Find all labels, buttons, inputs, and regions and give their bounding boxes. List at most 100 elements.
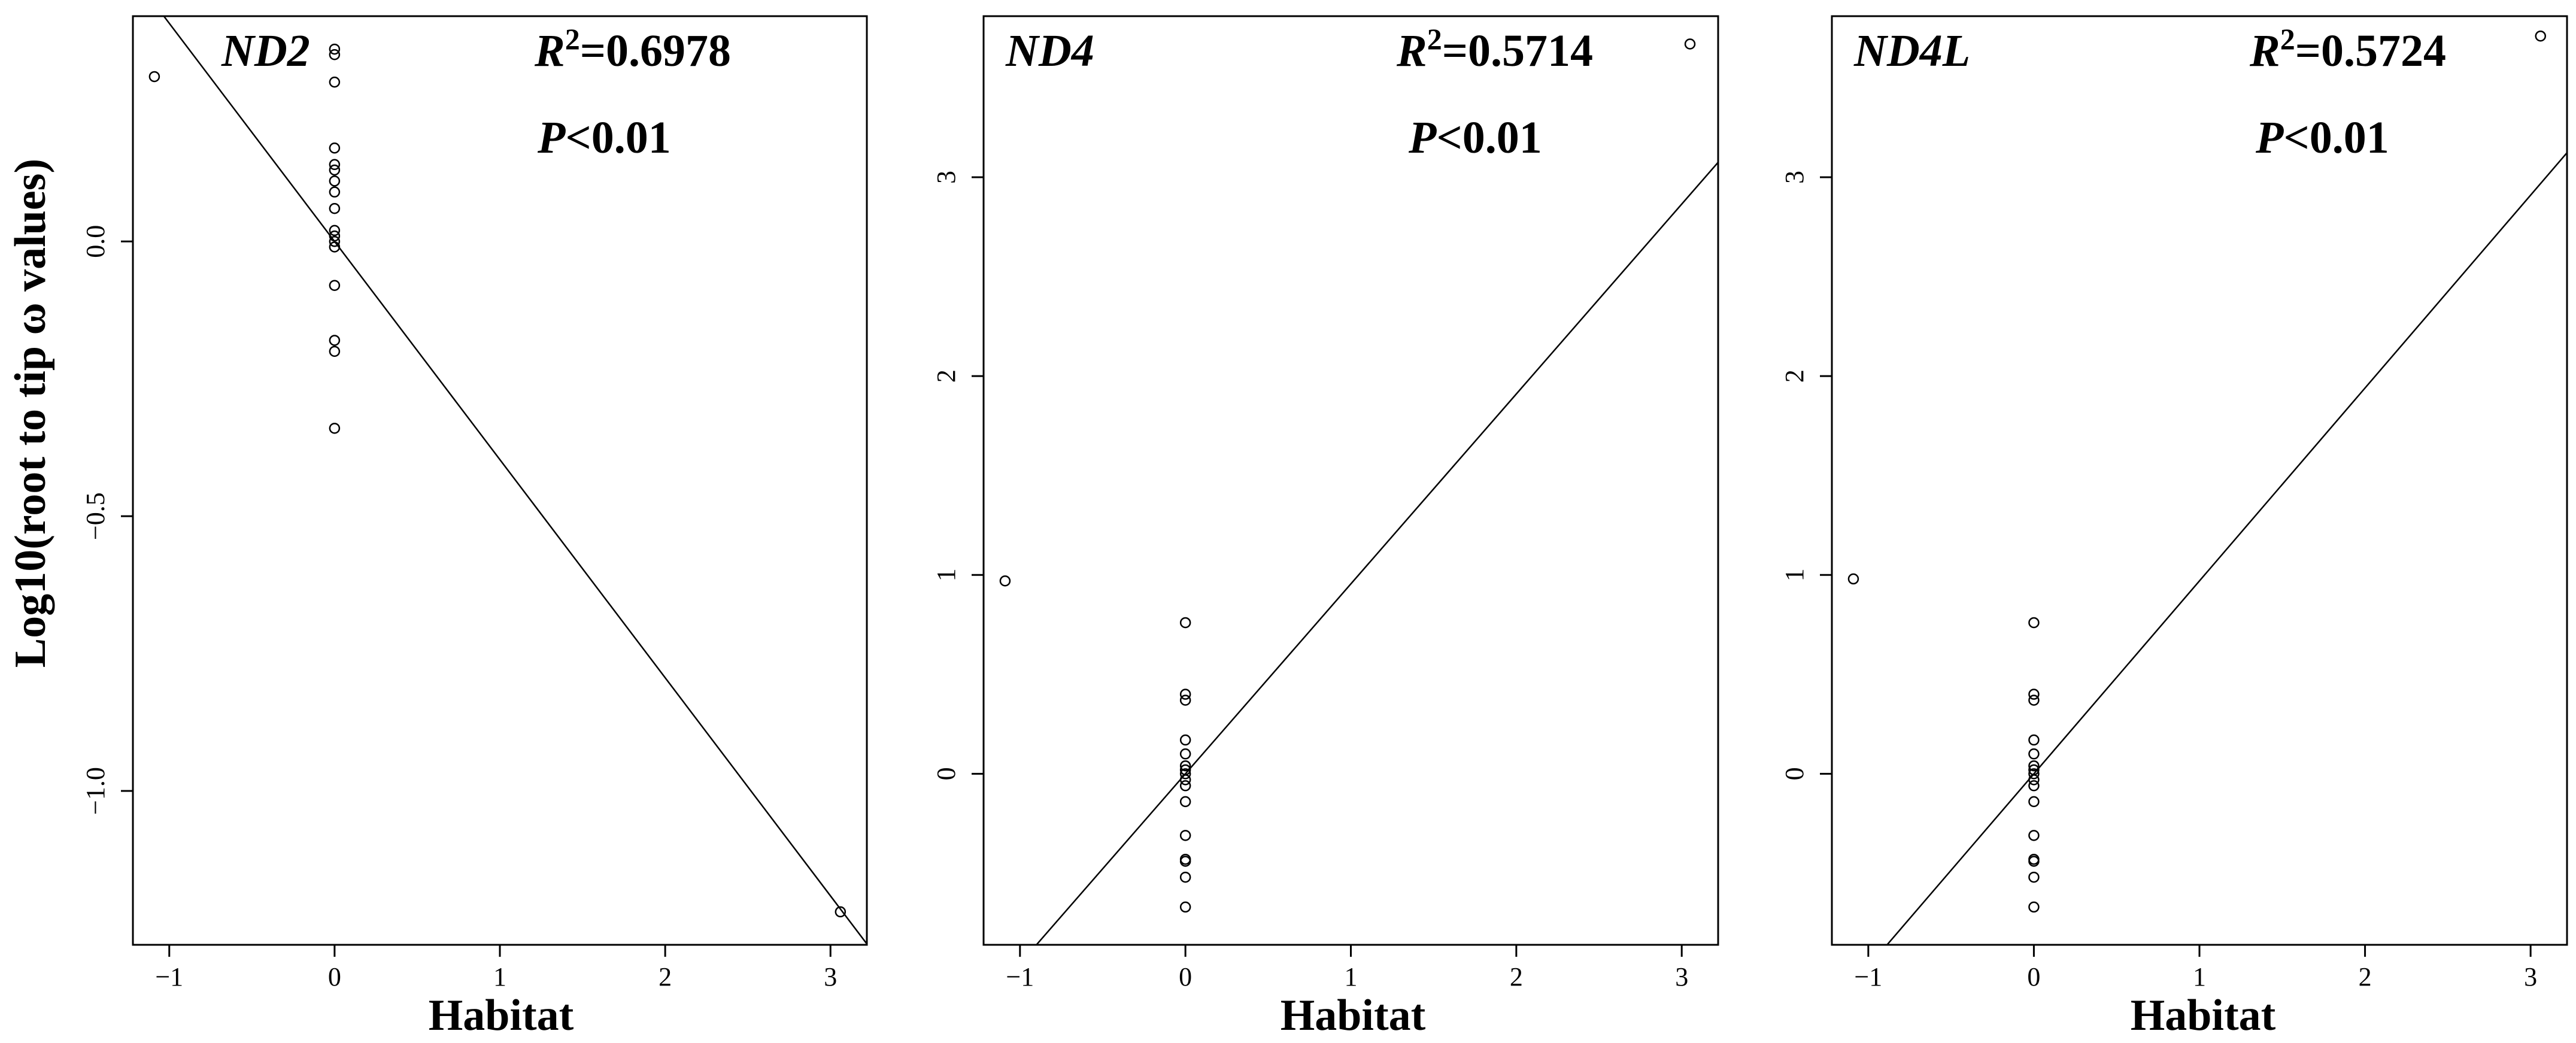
r2-superscript: 2: [2280, 22, 2295, 56]
data-point: [2028, 780, 2040, 792]
y-axis-title: Log10(root to tip ω values): [6, 159, 55, 668]
data-point: [329, 335, 341, 346]
p-annotation: P<0.01: [537, 113, 671, 163]
data-point: [1847, 573, 1859, 585]
r2-annotation: R2=0.6978: [534, 22, 731, 76]
r2-value: =0.6978: [580, 26, 731, 76]
data-point: [1684, 38, 1696, 50]
p-value: <0.01: [1436, 113, 1542, 163]
data-point: [329, 48, 341, 60]
data-point: [1179, 830, 1191, 841]
data-point: [2028, 796, 2040, 808]
data-point: [1179, 768, 1191, 780]
data-point: [1179, 856, 1191, 867]
data-point: [329, 76, 341, 88]
y-tick-label: 0: [1780, 767, 1809, 780]
y-tick-label: 2: [1780, 369, 1809, 383]
p-value: <0.01: [2283, 113, 2389, 163]
y-tick-label: 3: [1780, 171, 1809, 184]
data-point: [2028, 774, 2040, 786]
data-point: [1179, 760, 1191, 772]
data-point: [329, 423, 341, 434]
y-tick-label: −1.0: [81, 767, 110, 815]
y-tick-label: 0: [932, 767, 961, 780]
x-tick-label: 2: [659, 962, 672, 992]
x-tick-label: 1: [2193, 962, 2206, 992]
y-tick-label: 3: [932, 171, 961, 184]
r2-symbol: R: [2249, 26, 2280, 76]
data-point: [1179, 780, 1191, 792]
x-tick-label: 0: [2027, 962, 2040, 992]
y-tick-label: 1: [1780, 568, 1809, 581]
x-axis-title: Habitat: [1281, 991, 1426, 1040]
data-point: [329, 164, 341, 176]
data-point: [1179, 689, 1191, 700]
data-point: [329, 280, 341, 291]
plot-frame: [1831, 15, 2568, 946]
x-tick-label: 3: [1675, 962, 1688, 992]
gene-label: ND2: [221, 26, 310, 76]
data-point: [835, 906, 846, 918]
data-point: [1179, 748, 1191, 760]
p-annotation: P<0.01: [1408, 113, 1542, 163]
data-point: [1179, 796, 1191, 808]
r2-symbol: R: [1396, 26, 1427, 76]
panel-nd2: ND2 R2=0.6978 P<0.01 Habitat −1 0 1 2 3−1.0−…: [81, 15, 868, 1040]
r2-superscript: 2: [1427, 22, 1442, 56]
data-point: [329, 230, 341, 242]
data-point: [329, 186, 341, 198]
data-point: [329, 345, 341, 357]
data-point: [1179, 617, 1191, 629]
data-point: [329, 159, 341, 171]
data-point: [1179, 871, 1191, 883]
p-value: <0.01: [565, 113, 670, 163]
data-point: [329, 43, 341, 55]
data-point: [2028, 689, 2040, 700]
data-point: [329, 202, 341, 214]
data-point: [2535, 30, 2546, 42]
x-axis-title: Habitat: [429, 991, 574, 1040]
data-point: [2028, 617, 2040, 629]
r2-value: =0.5714: [1442, 26, 1593, 76]
y-tick-label: 1: [932, 568, 961, 581]
data-point: [329, 225, 341, 237]
x-tick-label: −1: [1854, 962, 1882, 992]
x-tick-label: −1: [1006, 962, 1034, 992]
x-tick-label: 1: [493, 962, 506, 992]
data-point: [2028, 856, 2040, 867]
y-tick-label: 2: [932, 369, 961, 383]
r2-annotation: R2=0.5714: [1396, 22, 1593, 76]
x-tick-label: 3: [824, 962, 837, 992]
data-point: [329, 236, 341, 247]
p-symbol: P: [537, 113, 566, 163]
plot-frame: [132, 15, 868, 946]
p-symbol: P: [2255, 113, 2284, 163]
y-tick-label: 0.0: [81, 225, 110, 258]
r2-symbol: R: [534, 26, 565, 76]
data-point: [2028, 768, 2040, 780]
data-point: [2028, 748, 2040, 760]
gene-label: ND4: [1005, 26, 1094, 76]
data-point: [1179, 774, 1191, 786]
x-tick-label: 0: [1179, 962, 1192, 992]
data-point: [2028, 830, 2040, 841]
x-tick-label: 2: [2359, 962, 2372, 992]
data-point: [2028, 901, 2040, 913]
x-tick-label: 0: [328, 962, 341, 992]
p-symbol: P: [1408, 113, 1437, 163]
data-point: [2028, 871, 2040, 883]
plot-frame: [982, 15, 1719, 946]
x-tick-label: 2: [1510, 962, 1523, 992]
regression-line: [1035, 162, 1718, 945]
data-point: [1179, 695, 1191, 706]
x-axis-title: Habitat: [2131, 991, 2276, 1040]
data-point: [999, 575, 1011, 587]
x-tick-label: −1: [155, 962, 183, 992]
r2-value: =0.5724: [2295, 26, 2446, 76]
data-point: [2028, 695, 2040, 706]
data-point: [329, 241, 341, 253]
data-point: [1179, 901, 1191, 913]
